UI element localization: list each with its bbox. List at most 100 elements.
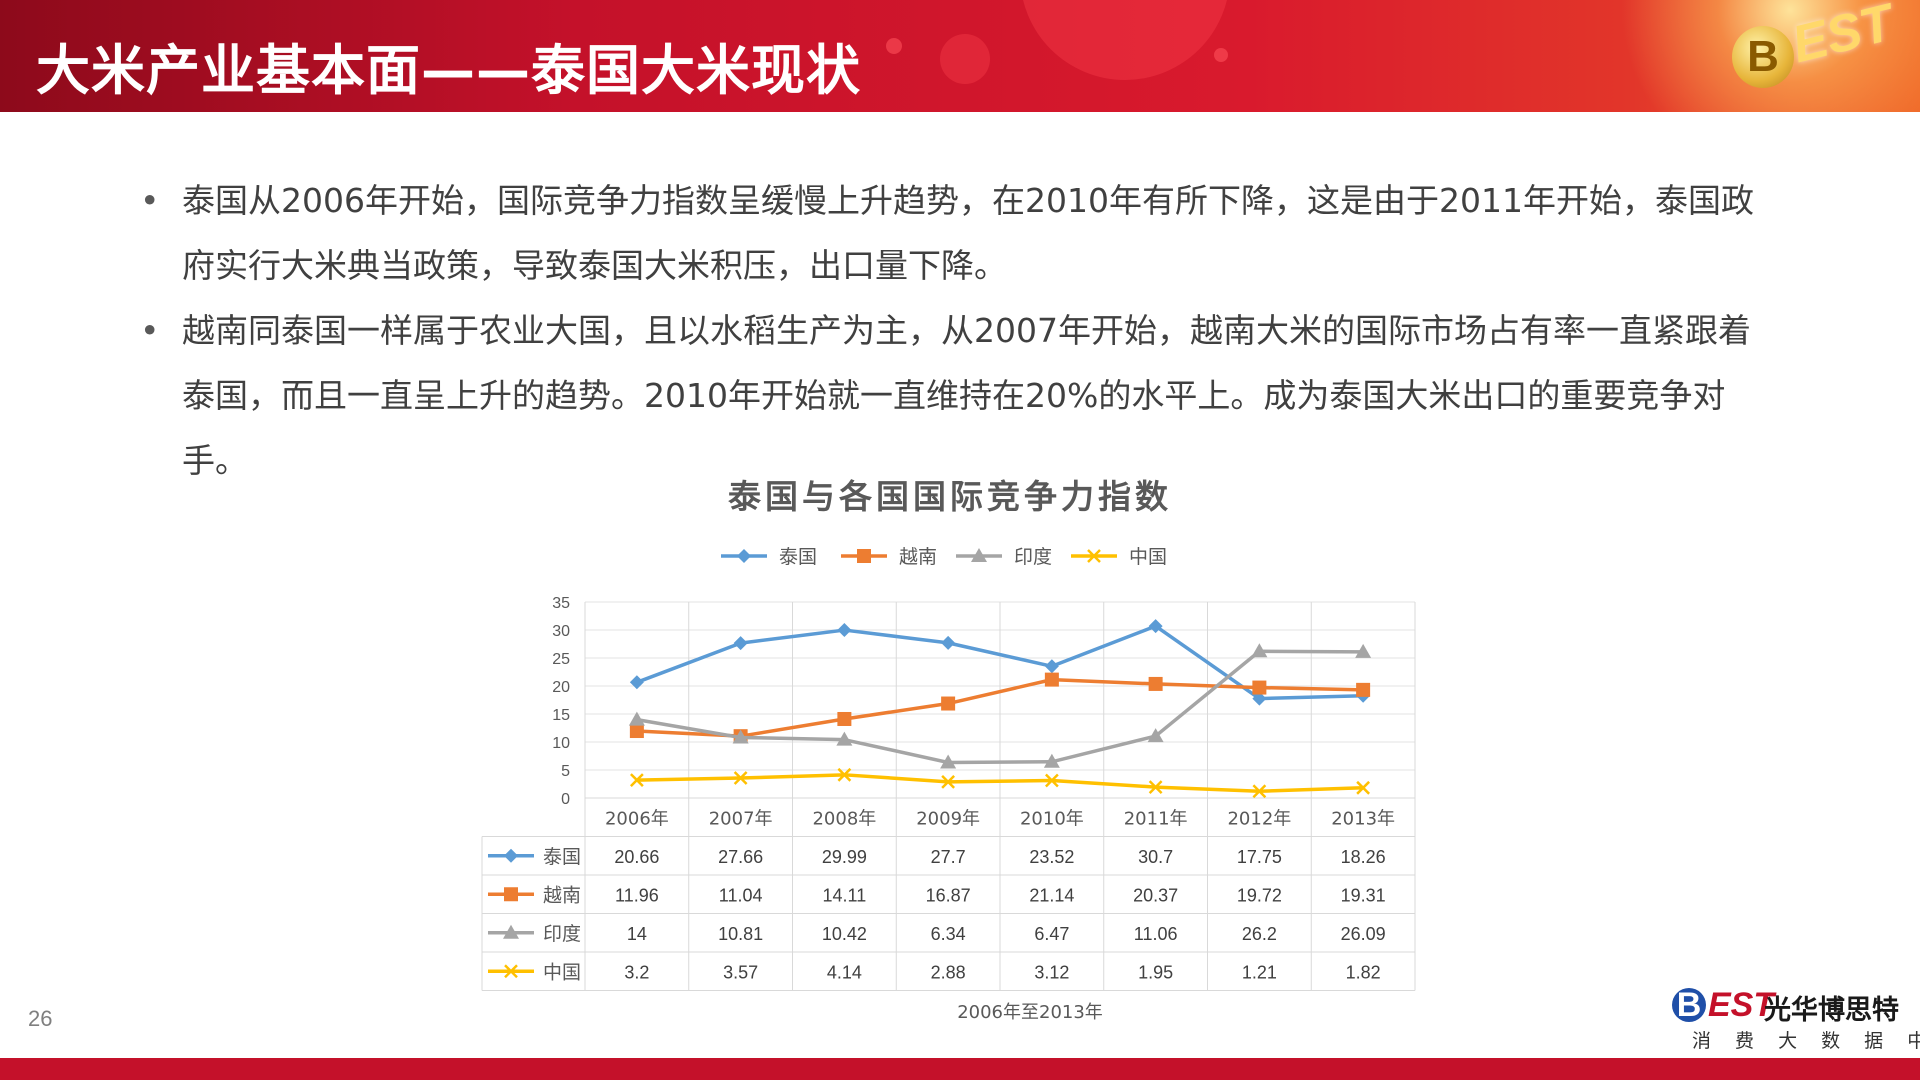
data-point [628,711,645,726]
table-value: 14.11 [823,885,867,905]
bullet-dot: • [140,311,160,350]
table-legend-marker [503,924,519,939]
bullet-text: 泰国从2006年开始，国际竞争力指数呈缓慢上升趋势，在2010年有所下降，这是由… [182,181,1754,285]
table-value: 1.95 [1138,962,1173,982]
data-point [1252,680,1267,695]
brand-est-text: EST [1708,986,1775,1024]
legend-label: 泰国 [779,546,817,568]
footer-bar [0,1058,1920,1080]
data-point [837,711,852,726]
page-number: 26 [28,1006,53,1031]
chart-title: 泰国与各国国际竞争力指数 [728,477,1172,516]
y-tick-label: 5 [561,763,570,780]
table-value: 4.14 [827,962,862,982]
data-point [629,773,644,787]
bullet-dot: • [140,181,160,220]
data-point [1356,780,1371,795]
x-category-label: 2006年 [605,808,669,829]
table-series-label: 泰国 [543,846,581,868]
data-point [1252,784,1267,799]
table-series-label: 印度 [543,923,581,945]
x-axis-title: 2006年至2013年 [957,1002,1103,1023]
table-value: 20.37 [1133,885,1178,905]
table-value: 20.66 [614,847,659,867]
table-value: 14 [627,924,647,944]
data-point [1252,691,1267,706]
x-category-label: 2010年 [1020,808,1084,829]
table-value: 10.81 [718,924,763,944]
brand-best-wordmark: B EST [1672,986,1774,1025]
series-line-越南 [636,677,1364,738]
table-value: 19.72 [1237,885,1282,905]
data-point [1251,643,1268,658]
data-point [941,696,956,711]
brand-name: 光华博思特 [1764,995,1899,1026]
data-point [1044,773,1059,788]
table-value: 19.31 [1341,885,1386,905]
data-point [1355,643,1372,658]
data-point [940,754,957,769]
table-legend-marker [504,848,518,863]
data-point [1043,753,1060,768]
table-value: 3.2 [624,962,649,982]
bullet-list: • 泰国从2006年开始，国际竞争力指数呈缓慢上升趋势，在2010年有所下降，这… [140,168,1780,493]
y-tick-label: 30 [552,623,570,640]
data-point [1148,676,1163,691]
data-point [732,729,749,744]
table-value: 27.66 [718,847,763,867]
table-value: 26.2 [1242,924,1277,944]
legend-marker [857,549,871,563]
table-value: 1.82 [1346,962,1381,982]
x-category-label: 2013年 [1331,808,1395,829]
table-series-label: 中国 [543,961,581,983]
table-value: 10.42 [822,924,867,944]
legend-marker [1087,549,1101,563]
bullet-text: 越南同泰国一样属于农业大国，且以水稻生产为主，从2007年开始，越南大米的国际市… [182,311,1751,480]
series-line-中国 [636,773,1364,793]
table-legend-marker [504,887,518,902]
header-bokeh-decoration [940,34,990,84]
header-bokeh-decoration [886,38,902,54]
y-tick-label: 15 [552,707,570,724]
data-point [941,774,956,789]
data-point [1148,619,1163,634]
bullet-item: • 越南同泰国一样属于农业大国，且以水稻生产为主，从2007年开始，越南大米的国… [140,298,1780,493]
data-point [941,635,956,650]
table-value: 3.57 [723,962,758,982]
table-value: 26.09 [1341,924,1386,944]
y-tick-label: 20 [552,679,570,696]
slide-title: 大米产业基本面——泰国大米现状 [36,39,861,102]
x-category-label: 2012年 [1227,808,1291,829]
table-value: 29.99 [822,847,867,867]
table-value: 23.52 [1029,847,1074,867]
y-tick-label: 0 [561,791,570,808]
table-value: 16.87 [926,885,971,905]
legend-marker [737,549,751,563]
data-point [837,767,852,782]
table-value: 27.7 [931,847,966,867]
data-point [733,636,748,651]
table-legend-marker [504,964,518,979]
data-point [1148,780,1163,794]
table-value: 2.88 [931,962,966,982]
y-tick-label: 25 [552,651,570,668]
bullet-item: • 泰国从2006年开始，国际竞争力指数呈缓慢上升趋势，在2010年有所下降，这… [140,168,1780,298]
slide-header: 大米产业基本面——泰国大米现状 B EST [0,0,1920,112]
data-point [836,731,853,746]
table-value: 17.75 [1237,847,1282,867]
data-point [629,675,644,690]
table-value: 6.47 [1034,924,1069,944]
y-tick-label: 10 [552,735,570,752]
data-point [629,724,644,739]
y-tick-label: 35 [552,595,570,612]
table-value: 11.06 [1134,924,1178,944]
legend-label: 越南 [899,546,937,568]
series-line-印度 [636,649,1364,765]
data-point [837,623,852,638]
brand-subtitle: 消 费 大 数 据 中 心 [1692,1030,1920,1052]
x-category-label: 2008年 [812,808,876,829]
legend-label: 印度 [1014,546,1052,568]
data-point [1147,728,1164,743]
